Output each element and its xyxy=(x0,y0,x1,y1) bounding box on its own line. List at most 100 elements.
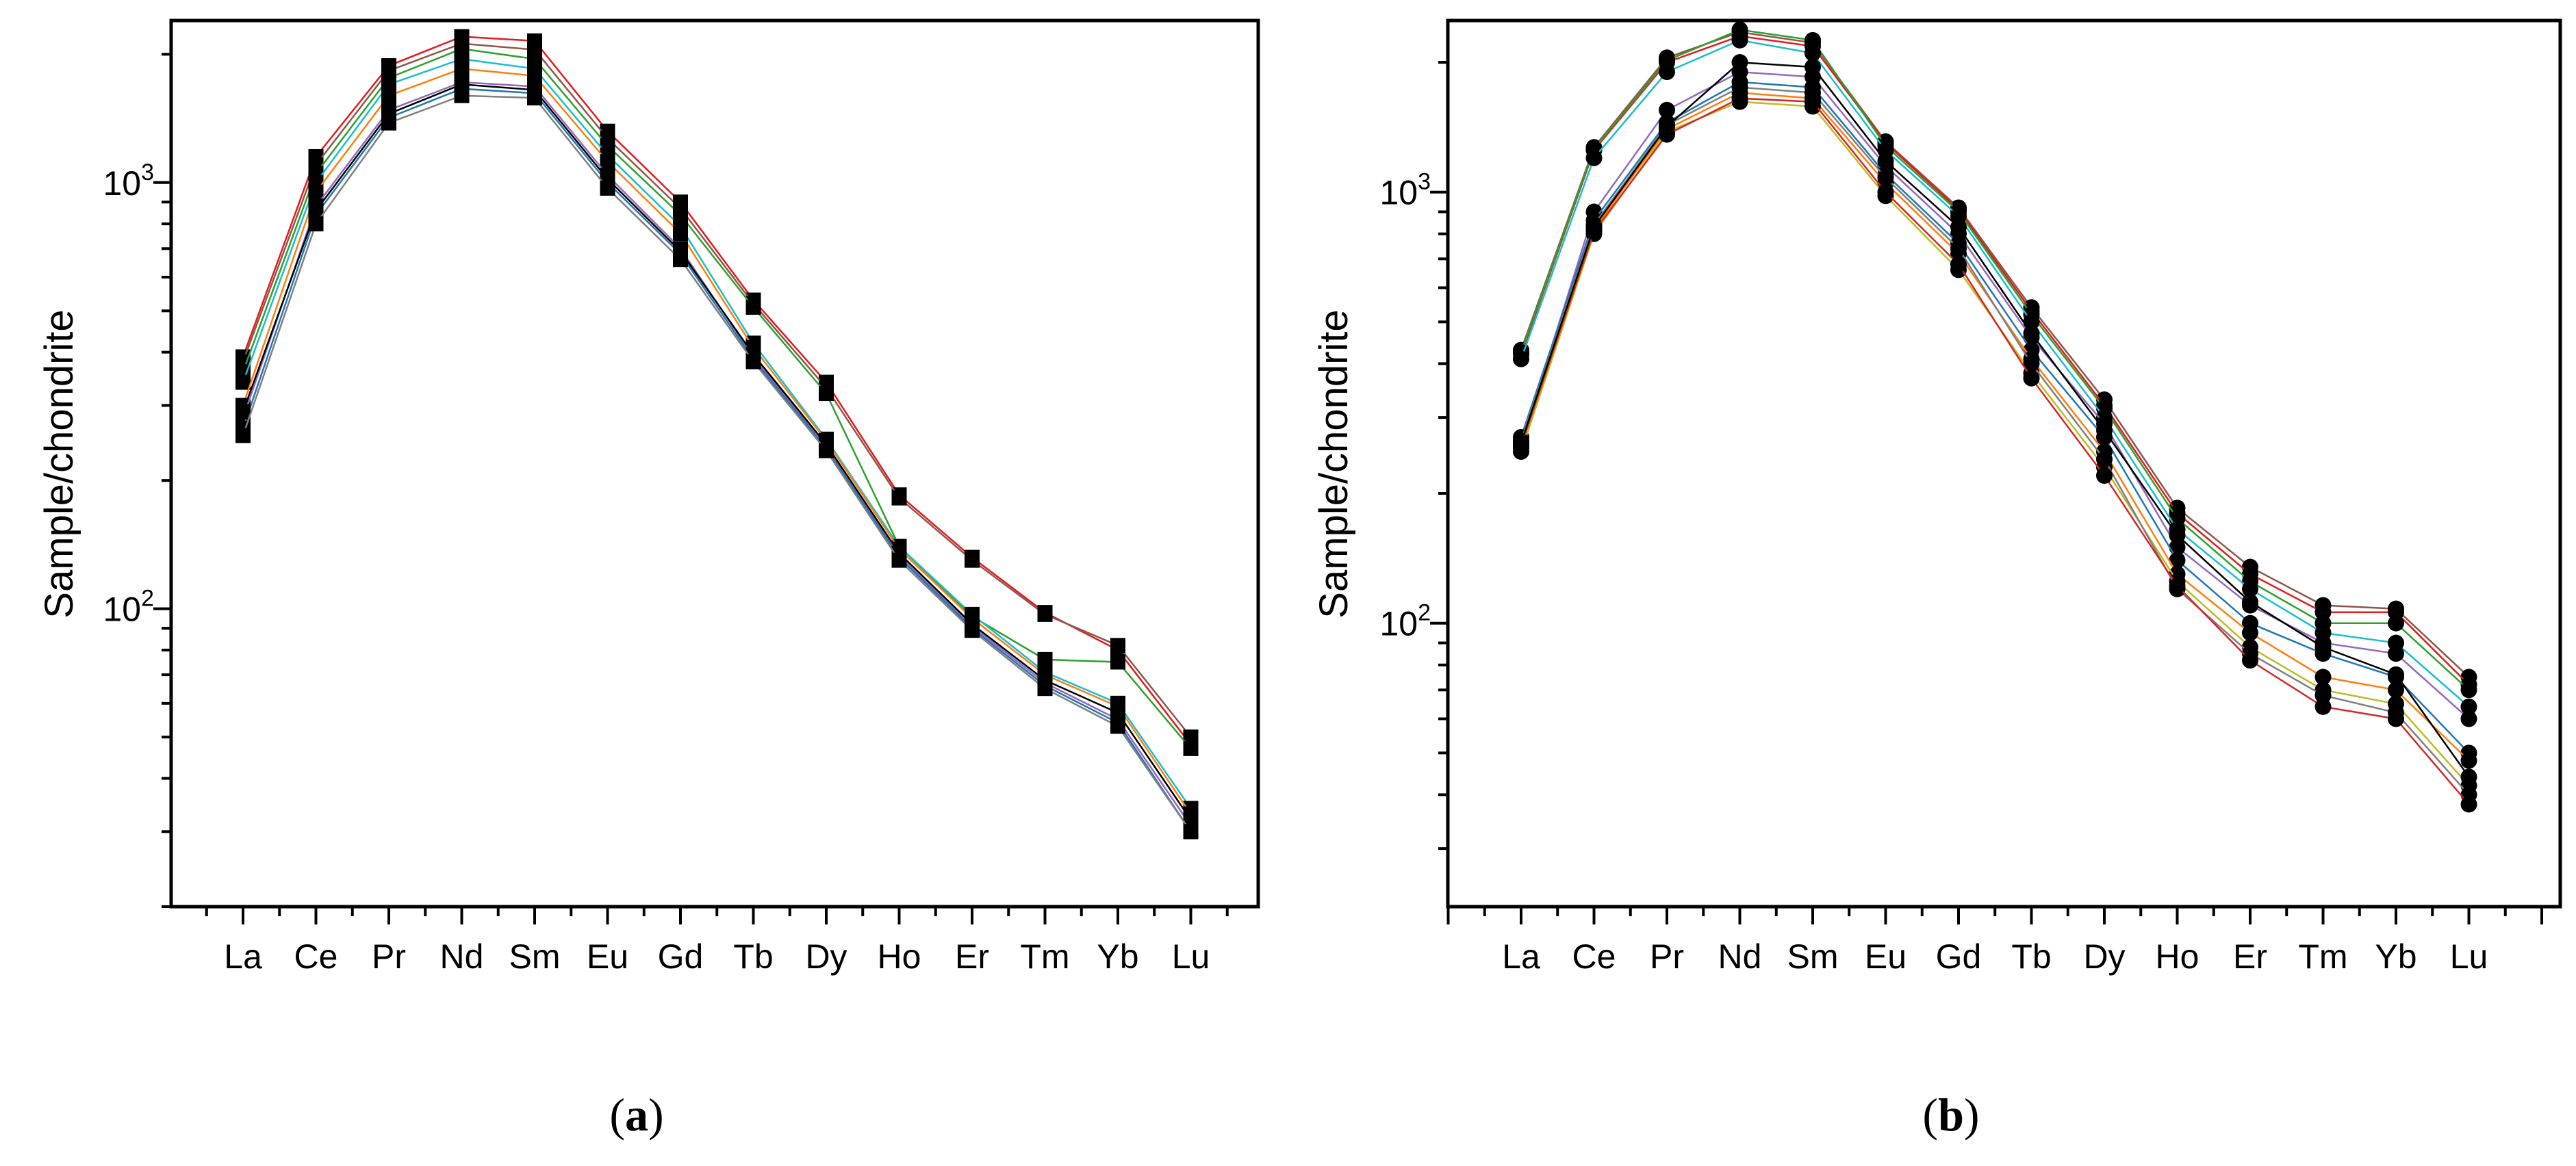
data-point xyxy=(2242,580,2258,597)
series-line xyxy=(242,94,1192,833)
series-b9 xyxy=(1513,79,2477,803)
y-axis-label-b: Sample/chondrite xyxy=(1312,309,1356,618)
x-tick-label: Eu xyxy=(587,937,628,976)
y-tick-label: 103 xyxy=(1379,169,1431,212)
data-point xyxy=(2169,527,2186,544)
data-point xyxy=(381,88,396,103)
data-point xyxy=(1037,681,1053,697)
data-point xyxy=(2169,539,2186,556)
series-b11 xyxy=(1513,54,2477,786)
series-line xyxy=(1520,29,2470,691)
data-point xyxy=(600,154,615,170)
series-b xyxy=(1513,21,2477,813)
data-point xyxy=(235,428,251,443)
chart-panel-b: La Ce Pr Nd Sm Eu Gd Tb Dy Ho Er Tm Yb Lu 103 102 Samp… xyxy=(1312,18,2562,1141)
data-point xyxy=(2314,687,2332,704)
series-line xyxy=(1520,70,2470,720)
data-point xyxy=(1877,169,1894,186)
data-point xyxy=(2388,666,2404,683)
series-a8 xyxy=(235,77,1199,827)
series-a xyxy=(235,29,1199,840)
x-tick-label: Tb xyxy=(2011,937,2051,976)
data-point xyxy=(1513,350,1529,367)
series-line xyxy=(1520,97,2470,805)
data-point xyxy=(2096,422,2113,439)
x-tick-label: Dy xyxy=(2083,937,2125,976)
series-a9 xyxy=(235,88,1199,840)
x-tick-label: Nd xyxy=(440,937,484,976)
series-line xyxy=(242,88,1192,832)
x-tick-labels-b: La Ce Pr Nd Sm Eu Gd Tb Dy Ho Er Tm Yb Lu xyxy=(1502,937,2488,976)
data-point xyxy=(1659,118,1675,135)
y-tick-label: 102 xyxy=(1379,600,1431,643)
data-point xyxy=(819,386,834,402)
data-point xyxy=(1183,812,1199,827)
series-b6 xyxy=(1513,73,2477,762)
data-point xyxy=(2460,682,2477,699)
data-point xyxy=(381,115,396,131)
data-point xyxy=(1659,52,1675,69)
series-line xyxy=(242,42,1192,738)
data-point xyxy=(2096,467,2113,484)
data-point xyxy=(1037,651,1053,667)
y-tick-label: 102 xyxy=(103,586,154,629)
data-point xyxy=(891,552,907,568)
x-tick-label: Ho xyxy=(2156,937,2199,976)
x-tick-label: Tm xyxy=(2298,937,2347,976)
data-point xyxy=(745,299,761,315)
data-point xyxy=(2460,752,2477,769)
data-point xyxy=(1877,153,1894,170)
y-tick-labels-b: 103 102 xyxy=(1379,169,1431,643)
series-a7 xyxy=(235,81,1199,840)
x-tick-label: Sm xyxy=(509,937,561,976)
data-point xyxy=(2169,578,2186,595)
series-line xyxy=(1520,61,2470,778)
data-point xyxy=(2388,614,2404,632)
x-tick-label: Yb xyxy=(2375,937,2416,976)
data-point xyxy=(2023,370,2040,387)
data-point xyxy=(2096,451,2113,468)
series-b5 xyxy=(1513,64,2477,727)
ticks-a xyxy=(153,53,1229,924)
data-point xyxy=(1183,824,1199,840)
data-point xyxy=(1805,93,1821,110)
series-line xyxy=(242,81,1192,827)
data-point xyxy=(1950,256,1967,273)
x-tick-label: Yb xyxy=(1097,937,1138,976)
data-point xyxy=(891,490,907,506)
x-tick-labels-a: La Ce Pr Nd Sm Eu Gd Tb Dy Ho Er Tm Yb Lu xyxy=(224,937,1210,976)
series-a3 xyxy=(235,41,1199,756)
x-tick-label: Gd xyxy=(658,937,704,976)
data-point xyxy=(1950,218,1967,235)
data-point xyxy=(673,207,688,222)
data-point xyxy=(1183,729,1199,745)
data-point xyxy=(1585,149,1603,166)
x-tick-label: Pr xyxy=(372,937,406,976)
data-point xyxy=(2169,552,2186,569)
data-point xyxy=(2242,593,2258,610)
data-point xyxy=(235,404,251,419)
x-tick-label: Eu xyxy=(1865,937,1907,976)
data-point xyxy=(1731,31,1748,49)
series-line xyxy=(1520,31,2470,678)
x-tick-label: Pr xyxy=(1650,937,1684,976)
x-tick-label: Er xyxy=(955,937,989,976)
data-point xyxy=(1110,705,1125,721)
data-point xyxy=(600,181,615,196)
data-point xyxy=(1805,44,1821,62)
x-tick-label: Ho xyxy=(878,937,921,976)
series-line xyxy=(242,48,1192,749)
series-a6 xyxy=(235,75,1199,833)
data-point xyxy=(1877,183,1894,200)
x-tick-label: Lu xyxy=(1172,937,1210,976)
series-a4 xyxy=(235,51,1199,816)
data-point xyxy=(454,88,470,103)
series-a2 xyxy=(235,36,1199,745)
y-axis-label-a: Sample/chondrite xyxy=(37,309,81,618)
panel-label-b: (b) xyxy=(1922,1089,1979,1141)
chart-panel-a: La Ce Pr Nd Sm Eu Gd Tb Dy Ho Er Tm Yb Lu 103 102 Samp… xyxy=(37,18,1260,1141)
data-point xyxy=(1037,606,1053,622)
data-point xyxy=(1183,740,1199,756)
x-tick-label: Tm xyxy=(1020,937,1069,976)
